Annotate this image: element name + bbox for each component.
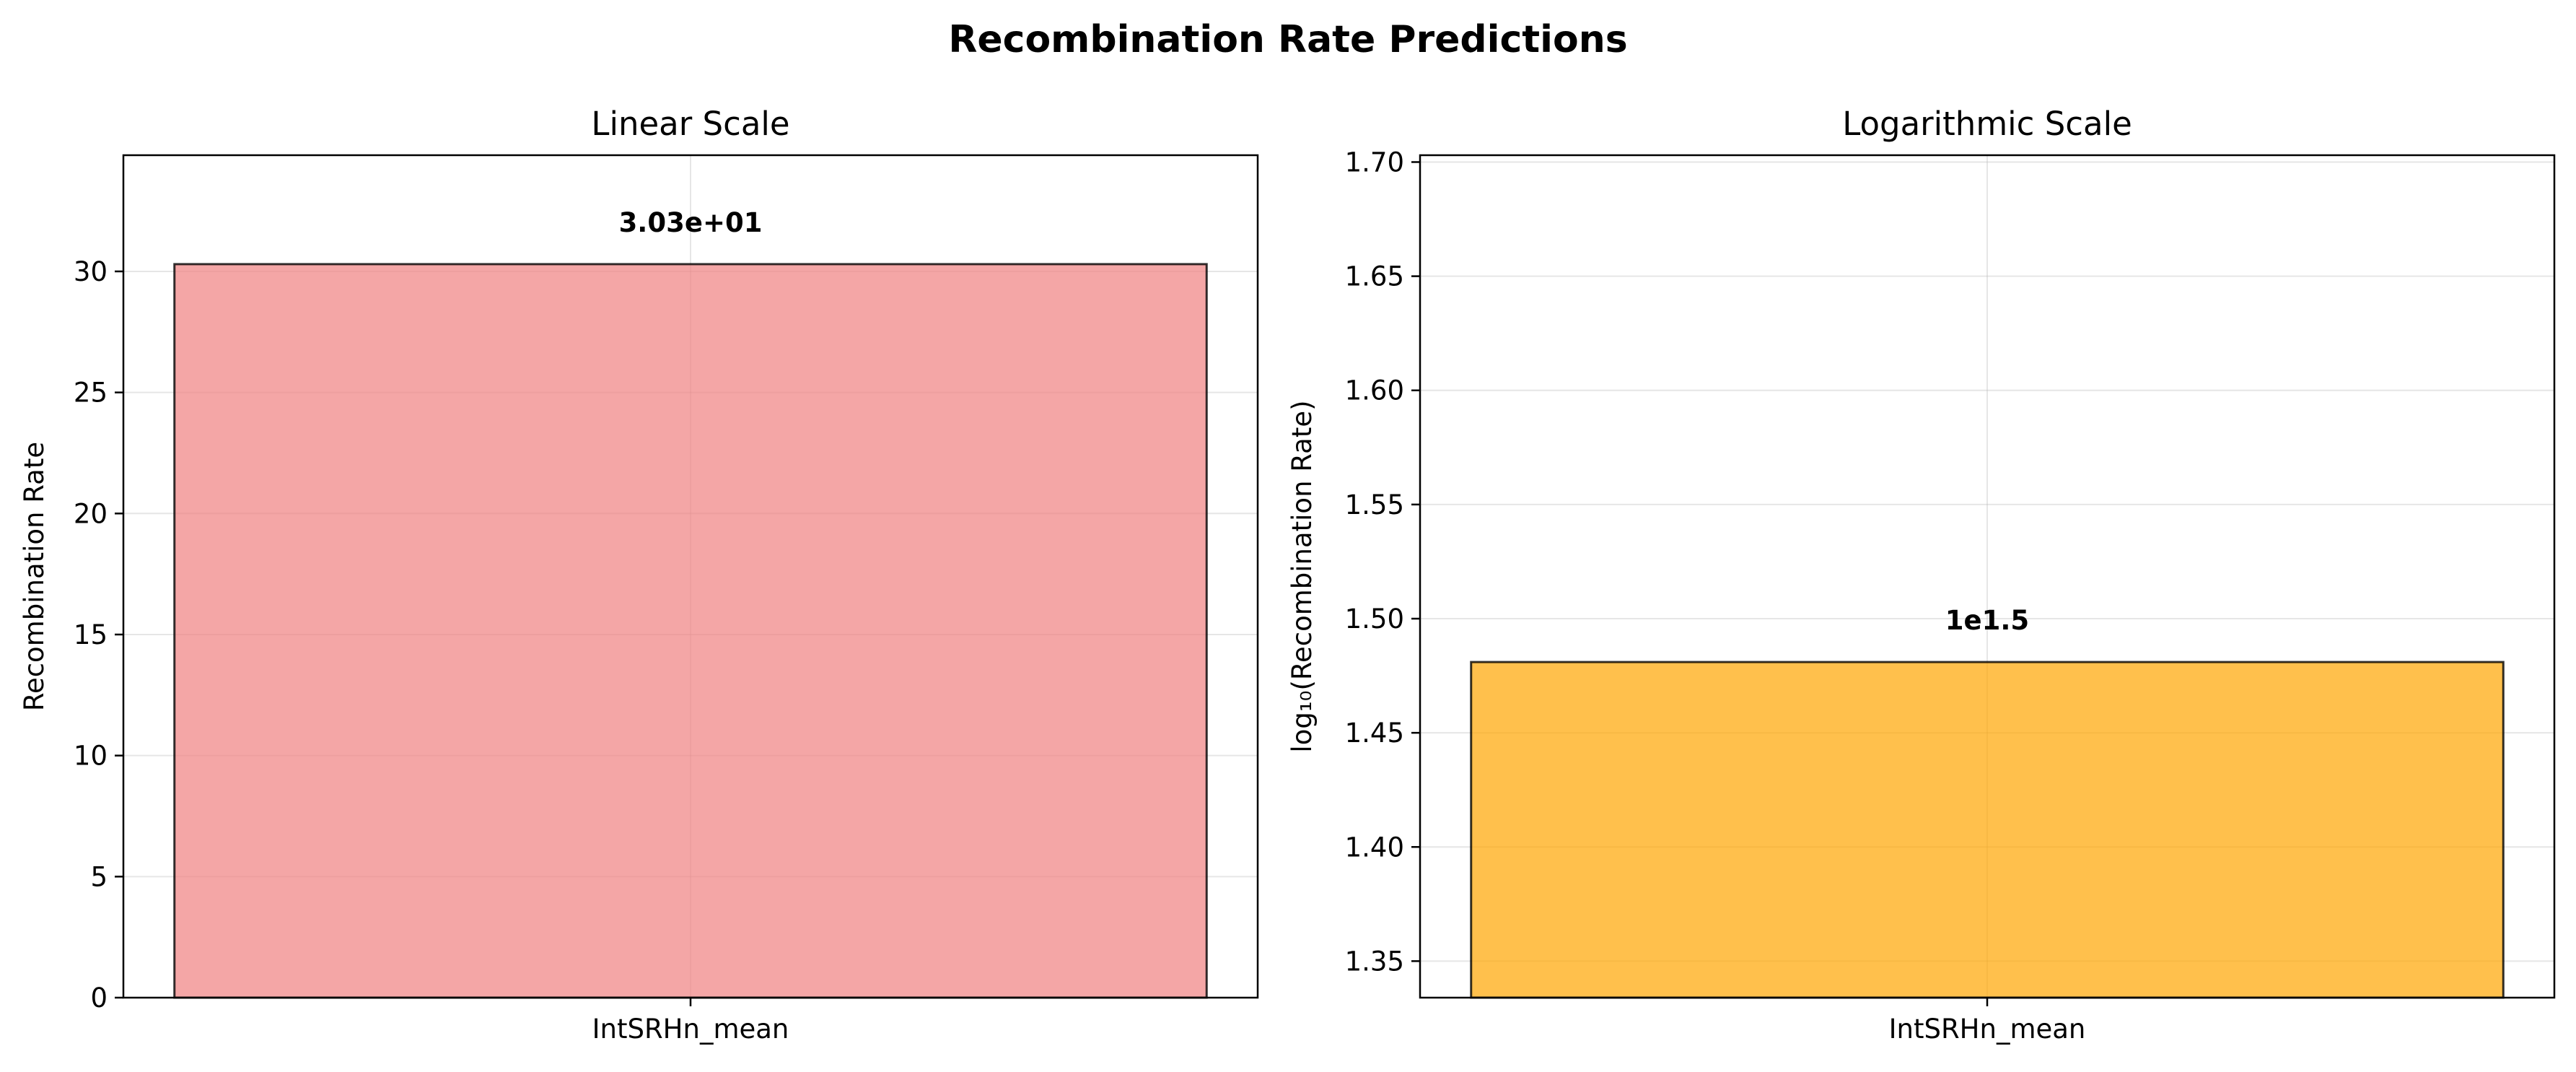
log-y-tick-label: 1.50 bbox=[1345, 603, 1404, 635]
linear-scale-axes: 3.03e+01 0 5 10 15 20 25 30 IntSRHn_mean Linear S… bbox=[19, 105, 1259, 1045]
log-y-axis-label: log₁₀(Recombination Rate) bbox=[1287, 400, 1318, 752]
linear-y-tick-label: 5 bbox=[90, 861, 108, 892]
linear-y-axis-label: Recombination Rate bbox=[19, 442, 50, 711]
log-scale-axes: 1e1.5 1.35 1.40 1.45 1.50 1.55 1.60 1.65 1.70 Int… bbox=[1287, 105, 2556, 1045]
log-y-tick-label: 1.35 bbox=[1345, 946, 1404, 977]
linear-x-tick-label: IntSRHn_mean bbox=[592, 1014, 789, 1045]
log-bar-value-label: 1e1.5 bbox=[1945, 605, 2029, 636]
log-y-tick-label: 1.70 bbox=[1345, 147, 1404, 178]
linear-bar-value-label: 3.03e+01 bbox=[619, 207, 763, 238]
log-y-tick-label: 1.45 bbox=[1345, 718, 1404, 749]
log-bar bbox=[1470, 661, 2505, 999]
linear-y-tick-label: 25 bbox=[74, 378, 108, 409]
linear-axes-title: Linear Scale bbox=[591, 105, 789, 143]
linear-y-tick-label: 30 bbox=[74, 256, 108, 287]
log-x-tick-label: IntSRHn_mean bbox=[1889, 1014, 2086, 1045]
linear-y-tick-label: 10 bbox=[74, 741, 108, 772]
linear-y-tick-label: 20 bbox=[74, 498, 108, 529]
log-y-tick-label: 1.65 bbox=[1345, 261, 1404, 292]
log-axes-title: Logarithmic Scale bbox=[1842, 105, 2132, 143]
log-y-tick-label: 1.60 bbox=[1345, 375, 1404, 406]
figure-title: Recombination Rate Predictions bbox=[948, 18, 1627, 61]
log-y-tick-label: 1.40 bbox=[1345, 832, 1404, 863]
log-y-tick-label: 1.55 bbox=[1345, 489, 1404, 520]
linear-y-tick-label: 15 bbox=[74, 619, 108, 650]
linear-y-tick-label: 0 bbox=[90, 982, 108, 1014]
linear-bar bbox=[173, 263, 1208, 999]
